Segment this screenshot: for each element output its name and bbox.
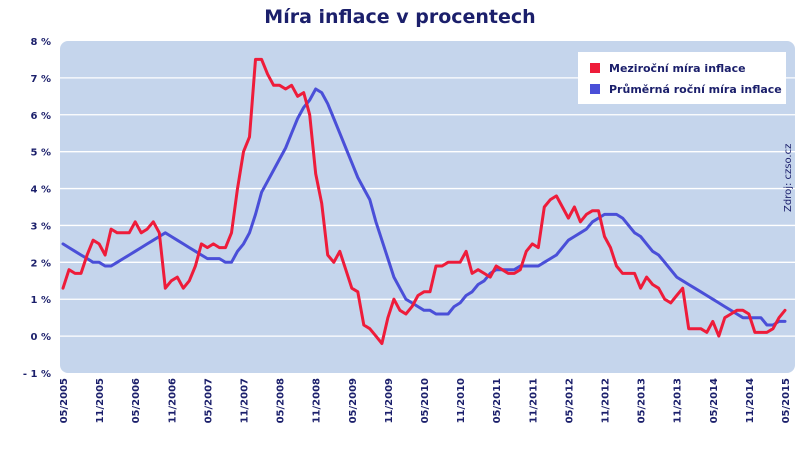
x-tick-label: 11/2005 — [95, 378, 106, 423]
x-axis-ticks: 05/2005 11/2005 05/2006 11/2006 05/2007 11/20… — [59, 378, 792, 423]
y-tick-label: 6 % — [31, 111, 51, 122]
x-tick-label: 05/2005 — [59, 378, 70, 423]
series-lines — [61, 57, 787, 345]
legend-label-yoy: Meziroční míra inflace — [609, 61, 746, 75]
x-tick-label: 11/2008 — [312, 378, 323, 423]
x-tick-label: 05/2010 — [420, 378, 431, 423]
legend-item-yoy: Meziroční míra inflace — [590, 58, 746, 78]
legend: Meziroční míra inflace Průměrná roční mí… — [578, 52, 786, 104]
legend-swatch-yoy — [590, 63, 600, 73]
x-tick-label: 05/2014 — [709, 378, 720, 423]
x-tick-label: 11/2006 — [167, 378, 178, 423]
legend-label-average: Průměrná roční míra inflace — [609, 82, 782, 96]
series-line-yoy — [61, 57, 787, 345]
x-tick-label: 05/2013 — [637, 378, 648, 423]
legend-item-average: Průměrná roční míra inflace — [590, 79, 782, 99]
x-tick-label: 11/2011 — [528, 378, 539, 423]
x-tick-label: 05/2006 — [131, 378, 142, 423]
y-tick-label: 2 % — [31, 258, 51, 269]
x-tick-label: 05/2008 — [276, 378, 287, 423]
x-tick-label: 05/2011 — [492, 378, 503, 423]
y-axis-ticks: 8 % 7 % 6 % 5 % 4 % 3 % 2 % 1 % 0 % - 1 % — [23, 37, 51, 380]
series-line-average — [61, 87, 787, 327]
source-note: Zdroj: czso.cz — [783, 143, 794, 212]
x-tick-label: 05/2015 — [781, 378, 792, 423]
x-tick-label: 11/2013 — [673, 378, 684, 423]
y-tick-label: 3 % — [31, 221, 51, 232]
y-tick-label: 1 % — [31, 295, 51, 306]
plot-area — [60, 41, 795, 373]
y-tick-label: 7 % — [31, 74, 51, 85]
x-tick-label: 11/2009 — [384, 378, 395, 423]
y-tick-label: 5 % — [31, 148, 51, 159]
x-tick-label: 05/2009 — [348, 378, 359, 423]
y-tick-label: - 1 % — [23, 369, 51, 380]
y-tick-label: 0 % — [31, 332, 51, 343]
x-tick-label: 05/2012 — [564, 378, 575, 423]
x-tick-label: 11/2012 — [601, 378, 612, 423]
legend-swatch-average — [590, 84, 600, 94]
chart-title: Míra inflace v procentech — [264, 6, 536, 28]
x-tick-label: 11/2007 — [240, 378, 251, 423]
y-tick-label: 8 % — [31, 37, 51, 48]
x-tick-label: 05/2007 — [203, 378, 214, 423]
x-tick-label: 11/2014 — [745, 378, 756, 423]
x-tick-label: 11/2010 — [456, 378, 467, 423]
y-tick-label: 4 % — [31, 185, 51, 196]
